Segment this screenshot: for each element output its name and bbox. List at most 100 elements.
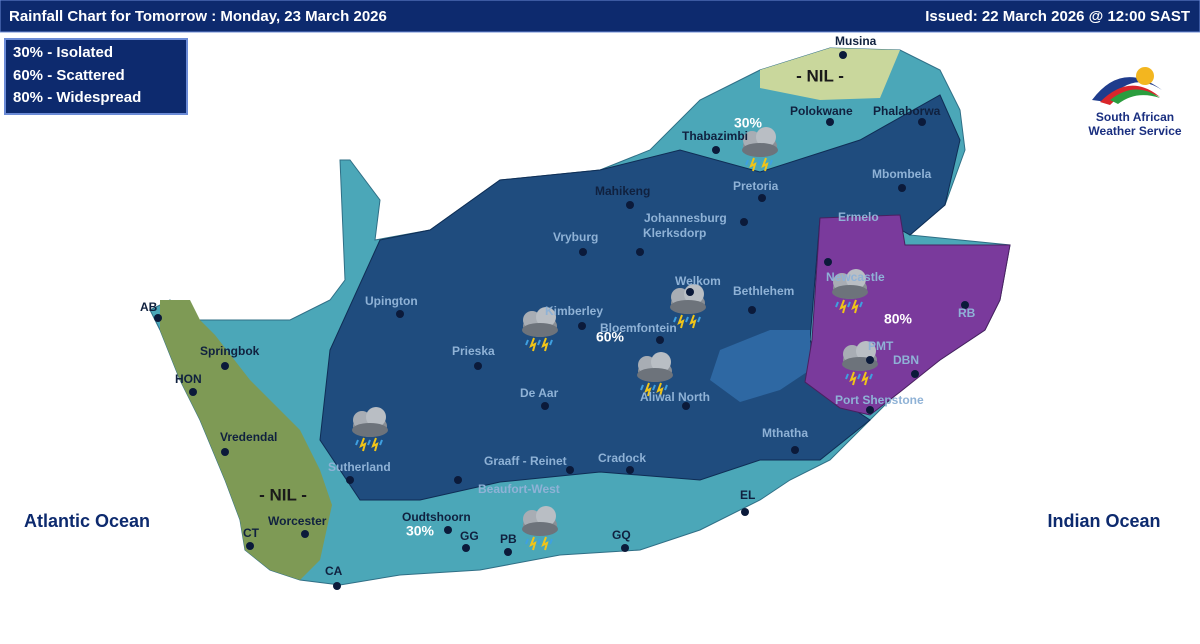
place-dot (712, 146, 720, 154)
place-label: GG (460, 529, 479, 543)
place-dot (154, 314, 162, 322)
zone-label: 80% (884, 311, 913, 327)
logo (1092, 67, 1162, 105)
place-label: PB (500, 532, 517, 546)
header-title: Rainfall Chart for Tomorrow : Monday, 23… (9, 8, 387, 25)
place-label: Musina (835, 34, 877, 48)
place-label: Sutherland (328, 460, 391, 474)
place-label: Prieska (452, 344, 495, 358)
place-label: Vryburg (553, 230, 598, 244)
place-label: HON (175, 372, 202, 386)
place-dot (504, 548, 512, 556)
place-dot (346, 476, 354, 484)
place-label: EL (740, 488, 755, 502)
place-dot (758, 194, 766, 202)
place-label: CA (325, 564, 343, 578)
place-dot (221, 362, 229, 370)
place-label: PMT (868, 339, 894, 353)
place-label: Pretoria (733, 179, 779, 193)
place-dot (189, 388, 197, 396)
zone-label: 30% (406, 523, 435, 539)
place-label: Bloemfontein (600, 321, 677, 335)
legend-item: 30% - Isolated (13, 44, 113, 61)
zone-label: - NIL - (259, 485, 307, 504)
place-dot (621, 544, 629, 552)
place-dot (626, 201, 634, 209)
zone-label: 60% (596, 329, 625, 345)
place-label: Bethlehem (733, 284, 794, 298)
place-dot (566, 466, 574, 474)
zone-scattered (319, 94, 961, 501)
logo-text: Weather Service (1088, 124, 1181, 138)
header-bar (0, 0, 1200, 33)
place-label: GQ (612, 528, 631, 542)
legend-item: 80% - Widespread (13, 89, 141, 106)
lesotho (710, 330, 810, 402)
place-dot (748, 306, 756, 314)
place-dot (454, 476, 462, 484)
place-label: Phalaborwa (873, 104, 941, 118)
logo-text: South African (1096, 110, 1174, 124)
place-dot (866, 406, 874, 414)
place-dot (579, 248, 587, 256)
legend-box (4, 38, 188, 115)
place-dot (741, 508, 749, 516)
zone-nil (760, 48, 900, 100)
place-label: Ermelo (838, 210, 879, 224)
zone-label: 30% (734, 115, 763, 131)
place-label: Cradock (598, 451, 646, 465)
place-dot (682, 402, 690, 410)
place-label: CT (243, 526, 260, 540)
place-dot (826, 118, 834, 126)
place-label: Newcastle (826, 270, 885, 284)
place-label: Springbok (200, 344, 260, 358)
place-dot (791, 446, 799, 454)
legend-item: 60% - Scattered (13, 67, 125, 84)
place-label: DBN (893, 353, 919, 367)
place-dot (221, 448, 229, 456)
issued-date: Issued: 22 March 2026 @ 12:00 SAST (925, 8, 1190, 25)
place-label: Beaufort-West (478, 482, 560, 496)
place-dot (918, 118, 926, 126)
place-label: Graaff - Reinet (484, 454, 567, 468)
ocean-label: Indian Ocean (1047, 511, 1160, 531)
place-dot (898, 184, 906, 192)
place-label: Welkom (675, 274, 721, 288)
place-dot (301, 530, 309, 538)
place-label: Mthatha (762, 426, 808, 440)
place-label: Klerksdorp (643, 226, 706, 240)
zone-nil (160, 300, 332, 580)
place-dot (740, 218, 748, 226)
place-dot (396, 310, 404, 318)
place-dot (866, 356, 874, 364)
place-label: Port Shepstone (835, 393, 924, 407)
place-dot (333, 582, 341, 590)
place-dot (686, 288, 694, 296)
place-label: AB (140, 300, 158, 314)
place-dot (636, 248, 644, 256)
place-label: Upington (365, 294, 418, 308)
place-label: Thabazimbi (682, 129, 748, 143)
place-label: De Aar (520, 386, 559, 400)
place-dot (541, 402, 549, 410)
place-dot (911, 370, 919, 378)
place-dot (444, 526, 452, 534)
place-dot (824, 258, 832, 266)
place-label: Polokwane (790, 104, 853, 118)
place-label: RB (958, 306, 976, 320)
place-dot (462, 544, 470, 552)
place-dot (474, 362, 482, 370)
place-label: Mahikeng (595, 184, 650, 198)
place-label: Worcester (268, 514, 327, 528)
ocean-label: Atlantic Ocean (24, 511, 150, 531)
place-label: Aliwal North (640, 390, 710, 404)
place-dot (626, 466, 634, 474)
place-label: Johannesburg (644, 211, 727, 225)
place-dot (656, 336, 664, 344)
place-label: Kimberley (545, 304, 603, 318)
place-dot (839, 51, 847, 59)
place-dot (961, 301, 969, 309)
place-dot (246, 542, 254, 550)
zone-label: - NIL - (796, 66, 844, 85)
